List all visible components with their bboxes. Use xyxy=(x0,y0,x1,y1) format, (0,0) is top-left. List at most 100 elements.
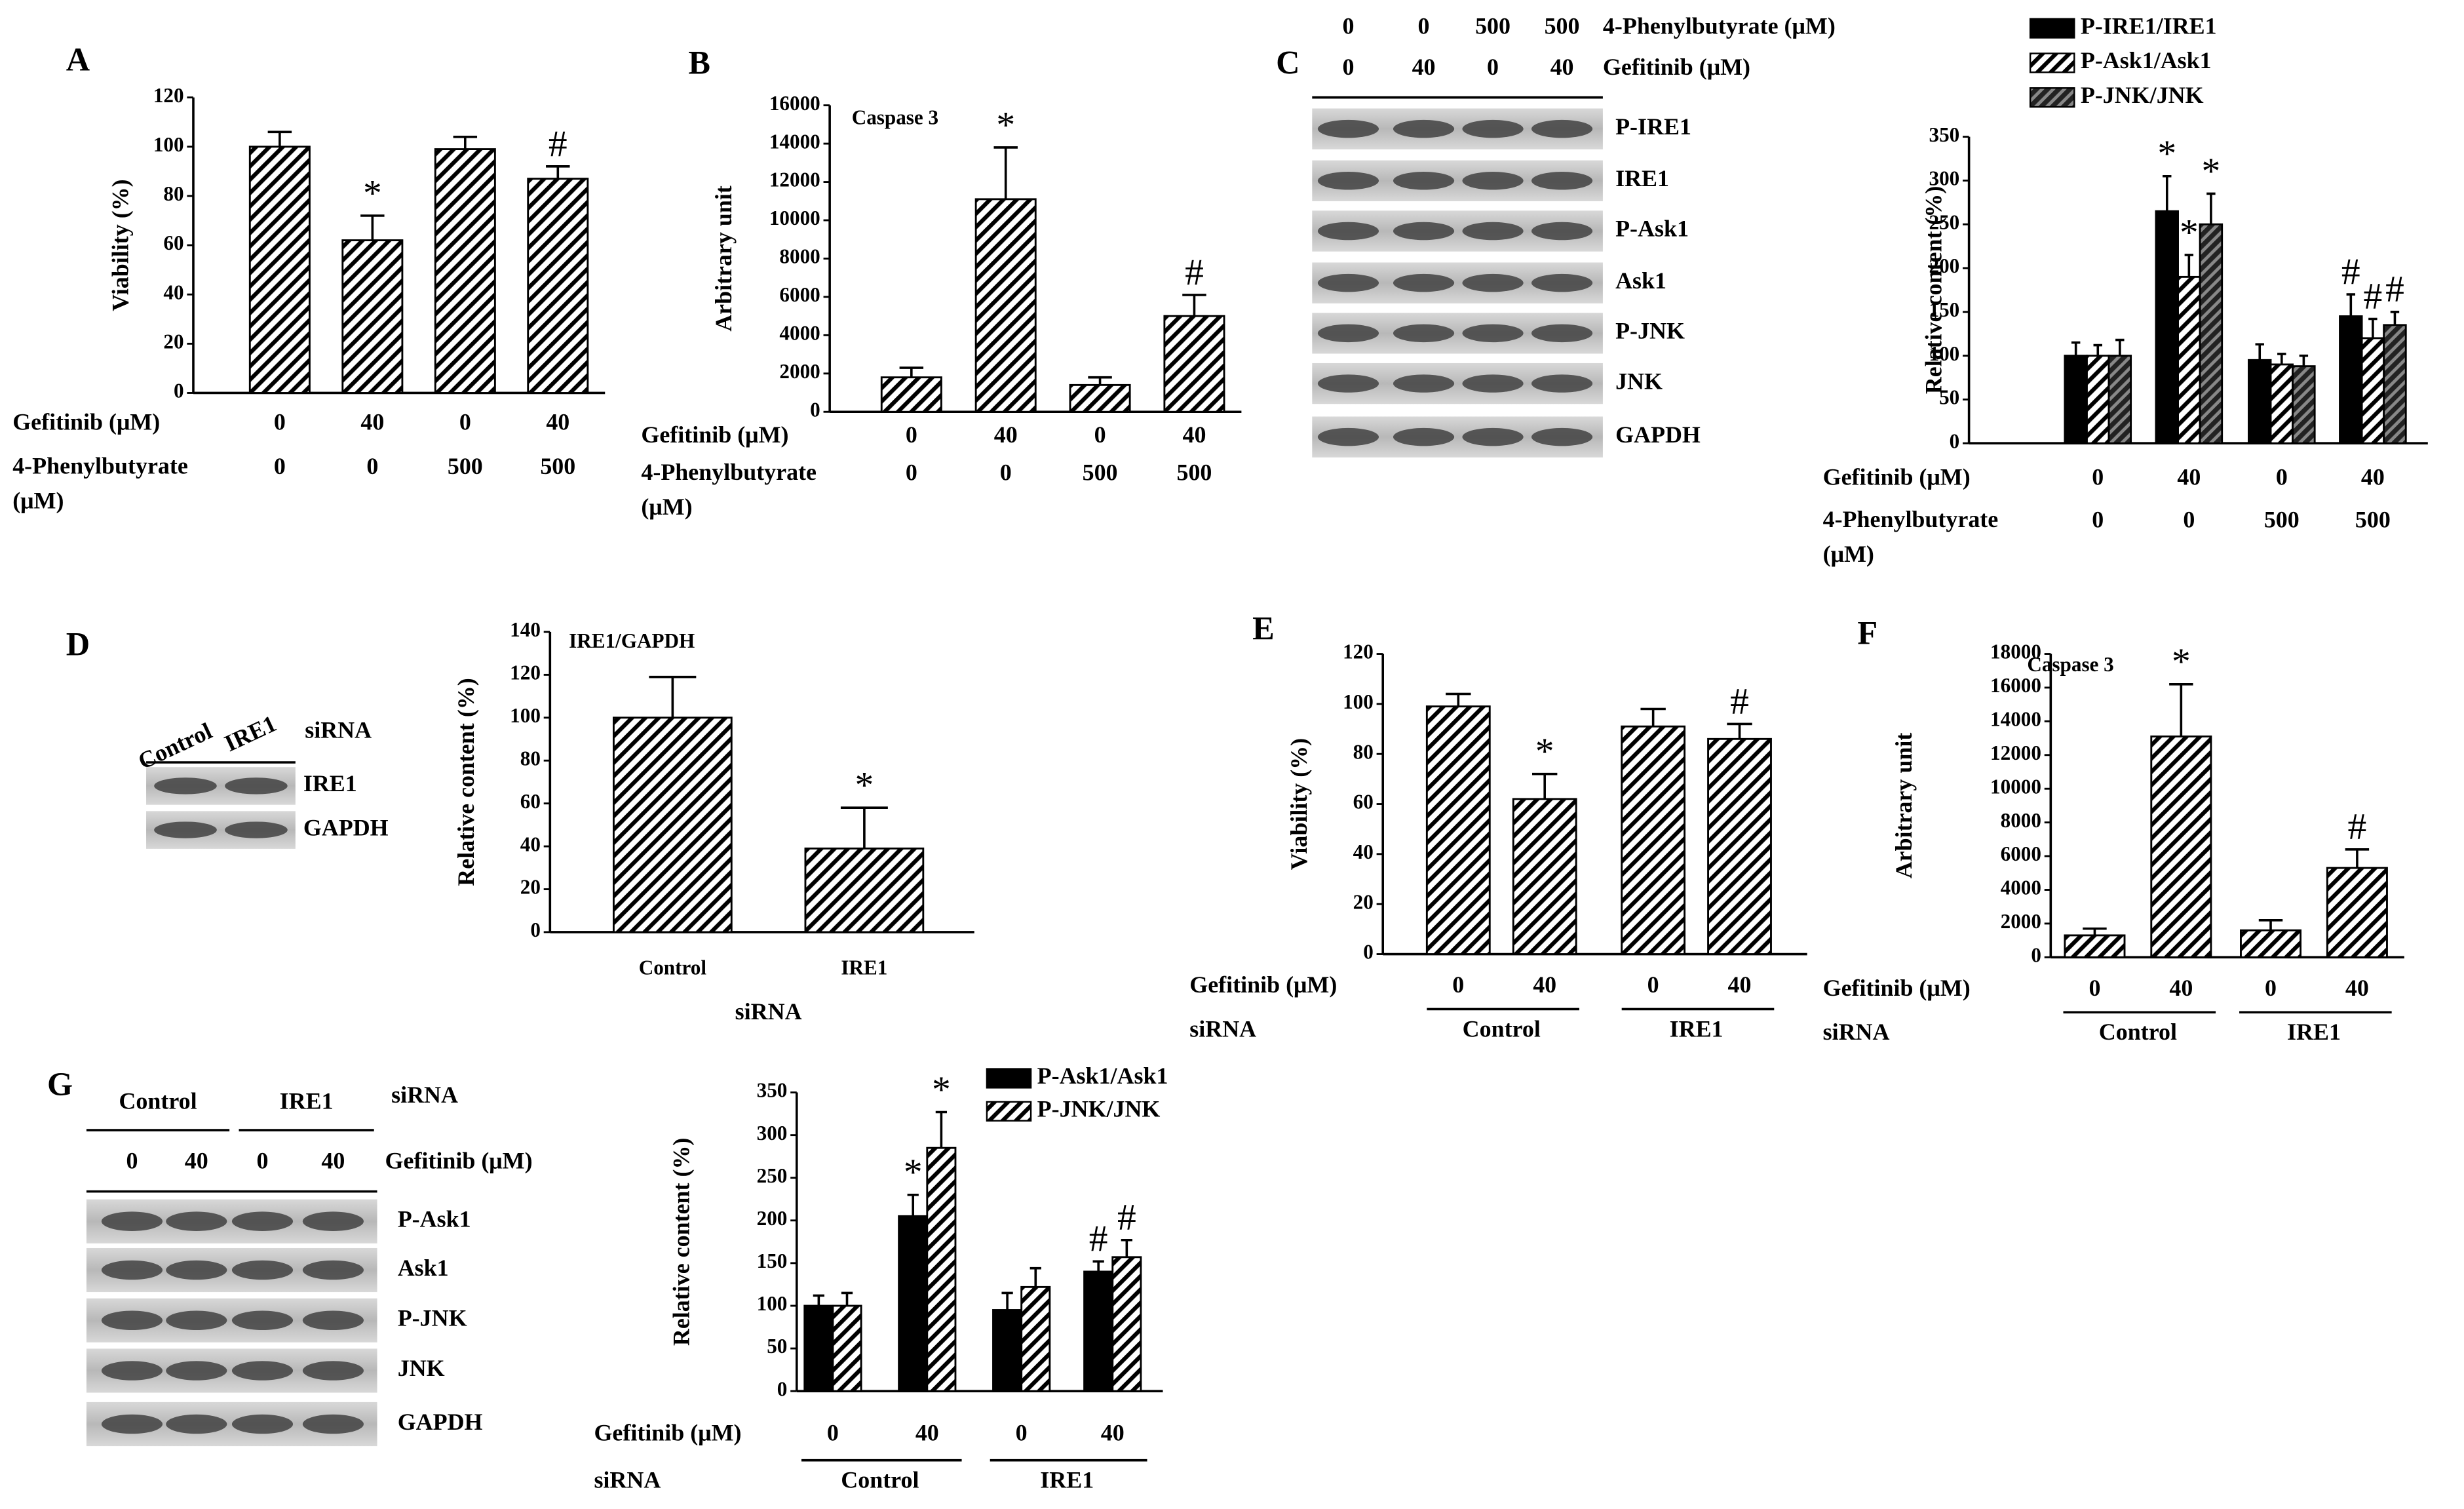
blot-band xyxy=(1393,374,1455,393)
panel-letter: B xyxy=(688,44,710,81)
condition-value: 40 xyxy=(915,1420,939,1446)
y-tick-label: 300 xyxy=(757,1122,788,1145)
condition-value: 0 xyxy=(1094,421,1106,448)
bar xyxy=(2086,355,2110,444)
y-tick-label: 120 xyxy=(510,661,541,684)
significance-mark: # xyxy=(1089,1219,1108,1260)
bar xyxy=(2177,275,2201,444)
chart-note: Caspase 3 xyxy=(852,106,938,128)
condition-label: Gefitinib (μM) xyxy=(1823,464,1971,490)
blot-band xyxy=(166,1310,227,1331)
blot-band xyxy=(302,1211,364,1231)
bar xyxy=(1069,383,1131,413)
bar xyxy=(926,1146,957,1392)
significance-mark: # xyxy=(1185,252,1204,293)
y-tick-label: 8000 xyxy=(2001,809,2041,832)
condition-value: 0 xyxy=(2092,506,2104,532)
condition-label: Gefitinib (μM) xyxy=(641,421,788,448)
blot-band xyxy=(166,1211,227,1231)
blot-band xyxy=(1317,222,1379,241)
y-tick-label: 10000 xyxy=(769,206,820,229)
y-tick-label: 200 xyxy=(1929,254,1960,277)
group-name: Control xyxy=(1463,1015,1541,1042)
y-tick-label: 20 xyxy=(163,330,183,353)
condition-value: 500 xyxy=(2264,506,2300,532)
error-bar xyxy=(2071,341,2081,356)
bar xyxy=(2248,359,2272,444)
blot-band xyxy=(1462,427,1524,446)
column-row-label: Gefitinib (μM) xyxy=(385,1148,533,1174)
blot-band xyxy=(1531,172,1593,190)
blot-band xyxy=(1393,427,1455,446)
column-value: 0 xyxy=(126,1148,138,1174)
y-tick-label: 0 xyxy=(530,918,541,941)
y-tick-label: 250 xyxy=(757,1164,788,1187)
error-bar xyxy=(2390,311,2400,325)
legend-swatch xyxy=(986,1101,1032,1122)
group-name: Control xyxy=(119,1088,197,1114)
legend-swatch xyxy=(2029,52,2075,73)
condition-value: 0 xyxy=(274,453,286,479)
y-tick-label: 20 xyxy=(520,876,541,899)
group-label: siRNA xyxy=(1823,1019,1890,1045)
condition-value: 0 xyxy=(1016,1420,1028,1446)
bar xyxy=(2199,223,2223,444)
blot-band xyxy=(225,821,288,838)
condition-value: 0 xyxy=(1452,971,1464,998)
column-value: 0 xyxy=(256,1148,268,1174)
y-tick-label: 0 xyxy=(777,1377,788,1400)
bar xyxy=(1425,705,1491,955)
error-bar xyxy=(841,1291,853,1306)
y-tick-label: 350 xyxy=(1929,123,1960,146)
significance-mark: * xyxy=(932,1069,951,1110)
blot-band xyxy=(154,777,217,794)
blot-band xyxy=(1531,324,1593,343)
significance-mark: # xyxy=(1730,681,1749,722)
blot-band xyxy=(101,1211,163,1231)
blot-band xyxy=(231,1211,294,1231)
y-tick-label: 14000 xyxy=(769,130,820,153)
condition-value: 0 xyxy=(2089,975,2100,1001)
error-bar xyxy=(2115,338,2125,356)
column-value: 40 xyxy=(1550,54,1574,80)
error-bar xyxy=(2184,254,2194,277)
band-label: P-JNK xyxy=(1615,318,1685,344)
bar xyxy=(880,376,942,413)
condition-value: 500 xyxy=(1176,459,1212,485)
error-bar xyxy=(993,146,1018,199)
bar xyxy=(804,847,925,933)
y-tick-label: 40 xyxy=(1353,840,1374,863)
error-bar xyxy=(453,135,478,149)
significance-mark: # xyxy=(2364,276,2383,317)
significance-mark: * xyxy=(996,104,1015,146)
condition-value: 0 xyxy=(2265,975,2277,1001)
chart-note: Caspase 3 xyxy=(2027,653,2113,676)
error-bar xyxy=(1727,722,1752,739)
bar xyxy=(612,716,733,933)
error-bar xyxy=(2206,192,2216,225)
error-bar xyxy=(2083,927,2107,935)
blot-band xyxy=(101,1414,163,1434)
error-bar xyxy=(1640,707,1666,727)
band-label: IRE1 xyxy=(303,770,357,796)
x-axis-label: siRNA xyxy=(735,998,802,1025)
group-label: siRNA xyxy=(391,1082,458,1108)
y-tick-label: 140 xyxy=(510,618,541,641)
y-tick-label: 80 xyxy=(520,747,541,770)
error-bar xyxy=(2258,918,2283,931)
condition-value: 40 xyxy=(546,409,569,435)
condition-value: 40 xyxy=(1728,971,1752,998)
group-name: IRE1 xyxy=(280,1088,334,1114)
y-tick-label: 200 xyxy=(757,1207,788,1230)
error-bar xyxy=(899,366,924,378)
condition-value: 0 xyxy=(906,421,917,448)
column-value: 0 xyxy=(1418,12,1430,39)
column-value: 40 xyxy=(185,1148,208,1174)
condition-label: 4-Phenylbutyrate (μM) xyxy=(1823,506,1999,567)
error-bar xyxy=(840,806,888,849)
legend-label: P-IRE1/IRE1 xyxy=(2081,12,2217,39)
blot-band xyxy=(154,821,217,838)
y-axis-label: Viability (%) xyxy=(1286,738,1312,870)
column-row-label: 4-Phenylbutyrate (μM) xyxy=(1603,12,1836,39)
